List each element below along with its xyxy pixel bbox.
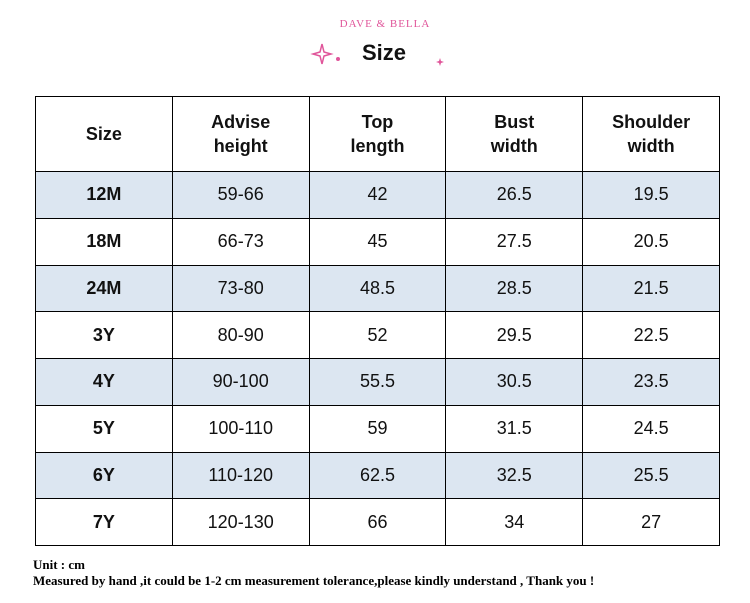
size-table: Size Advise height Top length Bust width Should… — [35, 96, 720, 546]
size-cell: 7Y — [35, 498, 173, 546]
header-text: width — [490, 136, 538, 156]
value-cell: 80-90 — [171, 311, 310, 359]
data-row: 6Y 110-120 62.5 32.5 25.5 — [35, 451, 720, 500]
value-cell: 32.5 — [445, 451, 584, 500]
value-cell: 27 — [582, 498, 720, 546]
value-cell: 23.5 — [582, 358, 720, 406]
value-cell: 20.5 — [582, 217, 720, 266]
size-cell: 24M — [35, 264, 173, 313]
value-cell: 66-73 — [171, 217, 310, 266]
value-cell: 66 — [308, 498, 447, 546]
value-cell: 34 — [445, 498, 584, 546]
value-cell: 100-110 — [171, 404, 310, 453]
value-cell: 29.5 — [445, 311, 584, 359]
value-cell: 59 — [308, 404, 447, 453]
size-cell: 4Y — [35, 358, 173, 406]
data-row: 24M 73-80 48.5 28.5 21.5 — [35, 264, 720, 313]
header-cell: Top length — [308, 96, 447, 172]
header-text: height — [213, 136, 268, 156]
unit-note: Unit : cm — [33, 557, 85, 572]
title: Size — [361, 40, 407, 65]
data-row: 18M 66-73 45 27.5 20.5 — [35, 217, 720, 266]
value-cell: 25.5 — [582, 451, 720, 500]
value-cell: 30.5 — [445, 358, 584, 406]
header-text: Shoulder — [612, 112, 691, 132]
data-row: 5Y 100-110 59 31.5 24.5 — [35, 404, 720, 453]
header-cell: Advise height — [171, 96, 310, 172]
header-row: Size Advise height Top length Bust width Should… — [35, 96, 720, 172]
value-cell: 52 — [308, 311, 447, 359]
value-cell: 90-100 — [171, 358, 310, 406]
value-cell: 31.5 — [445, 404, 584, 453]
value-cell: 59-66 — [171, 171, 310, 219]
header-cell: Size — [35, 96, 173, 172]
header-cell: Shoulder width — [582, 96, 720, 172]
size-cell: 3Y — [35, 311, 173, 359]
data-row: 7Y 120-130 66 34 27 — [35, 498, 720, 546]
value-cell: 22.5 — [582, 311, 720, 359]
size-cell: 5Y — [35, 404, 173, 453]
sparkles — [310, 43, 444, 66]
header-text: Top — [361, 112, 394, 132]
value-cell: 19.5 — [582, 171, 720, 219]
header-cell: Bust width — [445, 96, 584, 172]
header-text: Size — [85, 124, 122, 144]
value-cell: 26.5 — [445, 171, 584, 219]
value-cell: 42 — [308, 171, 447, 219]
data-row: 12M 59-66 42 26.5 19.5 — [35, 171, 720, 219]
value-cell: 21.5 — [582, 264, 720, 313]
value-cell: 120-130 — [171, 498, 310, 546]
value-cell: 110-120 — [171, 451, 310, 500]
value-cell: 45 — [308, 217, 447, 266]
size-cell: 18M — [35, 217, 173, 266]
value-cell: 28.5 — [445, 264, 584, 313]
header-text: Bust — [494, 112, 535, 132]
value-cell: 62.5 — [308, 451, 447, 500]
tolerance-note: Measured by hand ,it could be 1-2 cm mea… — [33, 573, 595, 588]
header-text: length — [350, 136, 405, 156]
data-row: 4Y 90-100 55.5 30.5 23.5 — [35, 358, 720, 406]
size-cell: 12M — [35, 171, 173, 219]
data-row: 3Y 80-90 52 29.5 22.5 — [35, 311, 720, 359]
value-cell: 55.5 — [308, 358, 447, 406]
brand: DAVE & BELLA — [339, 18, 431, 30]
header-text: width — [627, 136, 675, 156]
header-text: Advise — [211, 112, 271, 132]
value-cell: 24.5 — [582, 404, 720, 453]
value-cell: 48.5 — [308, 264, 447, 313]
value-cell: 27.5 — [445, 217, 584, 266]
value-cell: 73-80 — [171, 264, 310, 313]
size-cell: 6Y — [35, 451, 173, 500]
